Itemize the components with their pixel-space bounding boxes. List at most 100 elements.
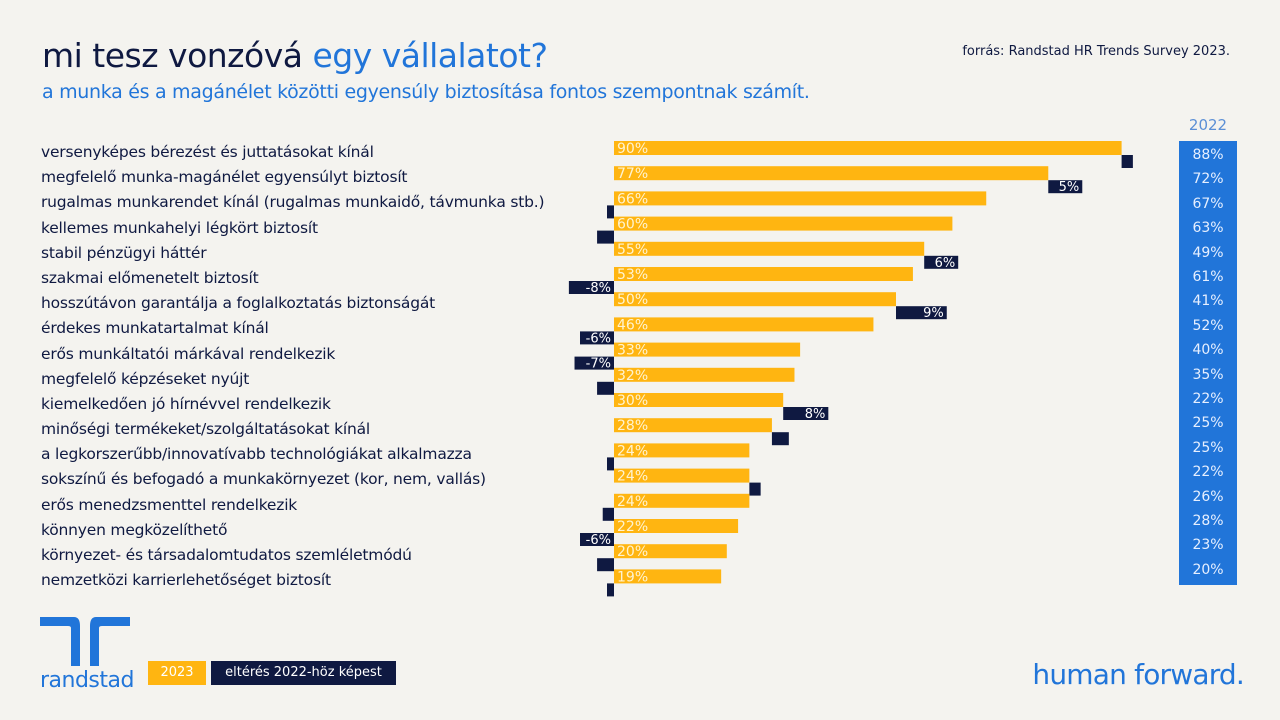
- bar-2023-label: 46%: [617, 317, 648, 333]
- value-2022: 35%: [1192, 366, 1224, 383]
- category-label: versenyképes bérezést és juttatásokat kí…: [41, 143, 374, 161]
- tagline: human forward.: [1032, 658, 1244, 691]
- bar-2023-label: 53%: [617, 267, 648, 283]
- diff-label: 5%: [1059, 180, 1080, 195]
- diff-label: 9%: [923, 306, 944, 321]
- bar-2023-label: 90%: [617, 141, 648, 157]
- diff-marker: [896, 306, 947, 320]
- bar-2023: [614, 317, 874, 332]
- page-subtitle: a munka és a magánélet közötti egyensúly…: [42, 81, 810, 103]
- diff-marker: [602, 507, 614, 521]
- category-label: könnyen megközelíthető: [41, 520, 228, 539]
- value-2022: 22%: [1192, 391, 1224, 407]
- value-2022: 28%: [1192, 513, 1224, 529]
- diff-label: 8%: [805, 407, 826, 422]
- category-labels: versenyképes bérezést és juttatásokat kí…: [41, 140, 545, 593]
- value-2022: 63%: [1192, 220, 1224, 237]
- category-label: megfelelő munka-magánélet egyensúlyt biz…: [41, 168, 408, 187]
- bar-2023-label: 33%: [617, 343, 648, 359]
- category-label: érdekes munkatartalmat kínál: [41, 319, 269, 338]
- value-2022: 52%: [1192, 317, 1224, 334]
- value-2022: 22%: [1192, 464, 1224, 481]
- value-2022: 88%: [1192, 147, 1224, 163]
- randstad-logo-icon: [40, 617, 130, 666]
- bar-2023-label: 28%: [617, 418, 648, 434]
- category-label: kiemelkedően jó hírnévvel rendelkezik: [41, 394, 331, 413]
- bar-2023: [614, 443, 750, 458]
- bar-2023: [614, 393, 784, 407]
- diff-marker: [568, 281, 614, 294]
- diff-marker: [597, 558, 614, 572]
- category-label: rugalmas munkarendet kínál (rugalmas mun…: [41, 193, 545, 212]
- legend-item-diff: eltérés 2022-höz képest: [211, 661, 396, 685]
- value-2022: 25%: [1192, 439, 1224, 456]
- bar-2023-label: 55%: [617, 242, 648, 258]
- diff-marker: [607, 457, 614, 471]
- diff-marker: [607, 583, 614, 597]
- category-label: szakmai előmenetelt biztosít: [41, 268, 259, 287]
- category-label: megfelelő képzéseket nyújt: [41, 369, 250, 388]
- page-title: mi tesz vonzóvá egy vállalatot?: [42, 36, 548, 75]
- diff-marker: [783, 407, 829, 420]
- value-2022: 72%: [1192, 171, 1224, 188]
- diff-marker: [574, 356, 614, 370]
- column-2022: 88% 72% 67% 63% 49% 61% 41% 52% 40% 35% 22% 25% 25% 2…: [1179, 141, 1237, 585]
- bar-2023: [614, 216, 953, 231]
- diff-marker: [924, 255, 959, 269]
- bar-2023-label: 22%: [617, 519, 648, 535]
- bar-2023-label: 60%: [617, 217, 648, 233]
- category-label: minőségi termékeket/szolgáltatásokat kín…: [41, 420, 371, 439]
- value-2022: 25%: [1192, 415, 1224, 432]
- bar-2023: [614, 544, 727, 559]
- bar-2023: [614, 519, 739, 533]
- bar-2023-label: 24%: [617, 494, 648, 510]
- bar-2023-label: 32%: [617, 368, 648, 384]
- diff-marker: [771, 432, 789, 446]
- bar-2023: [614, 141, 1122, 155]
- category-label: nemzetközi karrierlehetőséget biztosít: [41, 571, 331, 590]
- diff-label: -7%: [586, 357, 611, 372]
- bar-2023-label: 66%: [617, 191, 648, 207]
- title-part1: mi tesz vonzóvá: [42, 36, 313, 75]
- value-2022: 26%: [1192, 488, 1224, 505]
- source-note: forrás: Randstad HR Trends Survey 2023.: [962, 44, 1230, 59]
- value-2022: 67%: [1192, 195, 1224, 212]
- bar-2023: [614, 418, 772, 433]
- bar-2023-label: 20%: [617, 544, 648, 560]
- diff-label: -8%: [586, 281, 611, 296]
- diff-label: -6%: [586, 533, 611, 548]
- diff-marker: [597, 381, 614, 395]
- category-label: környezet- és társadalomtudatos szemléle…: [41, 546, 412, 564]
- value-2022: 49%: [1192, 244, 1224, 261]
- category-label: stabil pénzügyi háttér: [41, 243, 207, 262]
- value-2022: 20%: [1192, 561, 1224, 578]
- bar-2023: [614, 292, 896, 307]
- bar-2023-label: 50%: [617, 292, 648, 308]
- category-label: erős munkáltatói márkával rendelkezik: [41, 344, 336, 363]
- legend-item-2023: 2023: [148, 661, 206, 685]
- diff-marker: [580, 331, 614, 345]
- bar-2023: [614, 367, 795, 382]
- value-2022: 40%: [1192, 342, 1224, 359]
- title-part2: egy vállalatot?: [312, 36, 548, 75]
- bar-2023: [614, 493, 750, 508]
- bar-2023: [614, 166, 1049, 181]
- diff-label: 6%: [935, 256, 956, 271]
- diff-marker: [749, 482, 761, 496]
- category-label: kellemes munkahelyi légkört biztosít: [41, 218, 318, 237]
- bar-2023-label: 24%: [617, 443, 648, 459]
- bar-2023: [614, 267, 913, 281]
- category-label: erős menedzsmenttel rendelkezik: [41, 495, 298, 514]
- bar-2023: [614, 569, 722, 584]
- logo-wordmark: randstad: [40, 668, 134, 693]
- bar-2023: [614, 191, 987, 206]
- bar-2023-label: 19%: [617, 569, 648, 585]
- bar-2023-label: 77%: [617, 166, 648, 182]
- diff-label: -6%: [586, 331, 611, 346]
- diff-marker: [1048, 180, 1083, 194]
- bar-2023: [614, 342, 801, 357]
- diff-marker: [607, 205, 614, 219]
- value-2022: 41%: [1192, 293, 1224, 310]
- category-label: hosszútávon garantálja a foglalkoztatás …: [41, 294, 436, 313]
- category-label: sokszínű és befogadó a munkakörnyezet (k…: [41, 470, 486, 489]
